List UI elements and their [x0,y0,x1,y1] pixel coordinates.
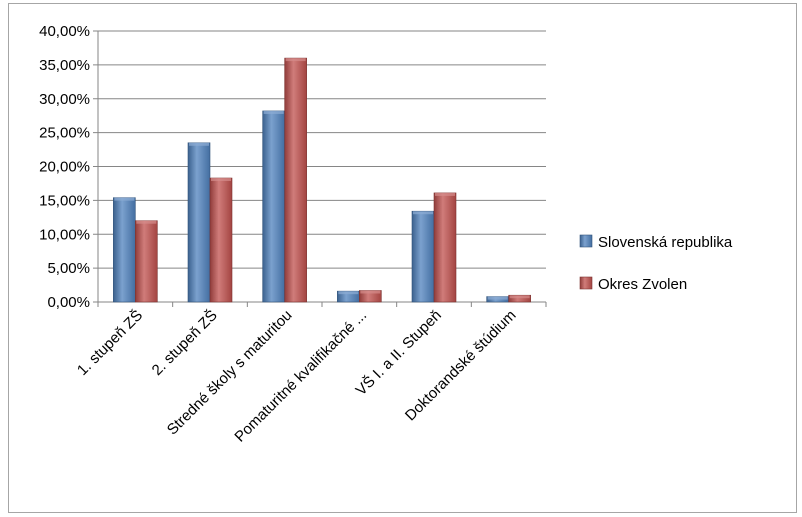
bar-slovenská-republika-3 [262,110,285,303]
bar-cap [263,110,284,114]
bar-slovenská-republika-2 [187,142,211,303]
bar-okres-zvolen-2 [209,177,233,303]
bar-cap [136,220,157,224]
legend-label: Slovenská republika [598,234,733,251]
bars [113,57,531,303]
legend-label: Okres Zvolen [598,276,687,293]
bar-cap [360,290,381,294]
y-tick-label: 20,00% [39,159,90,176]
bar-okres-zvolen-5 [433,192,457,303]
x-category-label: 2. stupeň ZŠ [149,307,221,379]
y-tick-label: 10,00% [39,226,90,243]
bar-cap [211,178,231,182]
bar-cap [114,197,135,201]
y-tick-label: 0,00% [47,294,90,311]
bar-okres-zvolen-1 [135,220,158,303]
x-category-label: Stredné školy s maturitou [164,307,296,439]
bar-cap [189,142,209,146]
y-tick-label: 15,00% [39,192,90,209]
y-tick-label: 30,00% [39,91,90,108]
legend-swatch [579,276,593,290]
bar-cap [338,291,359,295]
y-tick-label: 5,00% [47,260,90,277]
bar-okres-zvolen-3 [284,57,307,303]
y-tick-label: 35,00% [39,57,90,74]
y-axis-tick-labels: 0,00% 5,00% 10,00% 15,00% 20,00% 25,00% 30,00%… [39,23,90,311]
x-category-label: 1. stupeň ZŠ [74,307,146,379]
bar-slovenská-republika-1 [113,197,136,303]
y-tick-label: 25,00% [39,125,90,142]
axes [93,30,547,307]
bar-cap [413,211,433,215]
gridlines [98,30,546,269]
bar-cap [435,192,455,196]
x-category-label: Pomaturitné kvalifikačné ... [231,307,370,446]
y-tick-label: 40,00% [39,23,90,40]
bar-cap [487,296,508,300]
bar-slovenská-republika-5 [411,210,435,303]
legend-swatch [579,234,593,248]
bar-cap [285,58,306,62]
legend: Slovenská republika Okres Zvolen [579,234,733,293]
bar-cap [509,295,530,299]
